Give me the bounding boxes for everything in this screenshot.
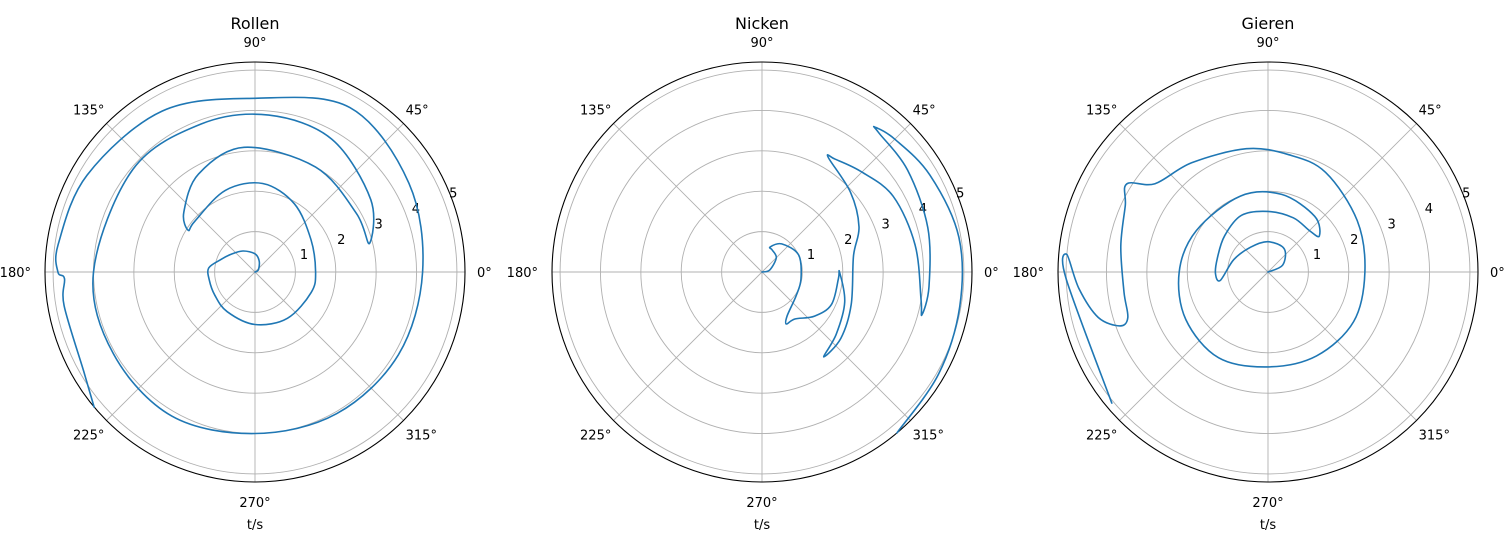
- series-line: [761, 125, 964, 434]
- angle-tick-label: 90°: [750, 36, 773, 51]
- angle-tick-label: 45°: [406, 103, 429, 118]
- radial-tick-label: 1: [807, 248, 815, 263]
- radial-tick-label: 2: [844, 233, 852, 248]
- chart-title: Nicken: [735, 14, 789, 33]
- angular-gridline: [254, 271, 404, 421]
- angle-tick-label: 135°: [73, 103, 104, 118]
- angular-gridline: [1267, 123, 1417, 273]
- radial-tick-label: 5: [1462, 186, 1470, 201]
- angle-tick-label: 225°: [580, 429, 611, 444]
- radial-tick-label: 4: [1425, 202, 1433, 217]
- x-axis-label: t/s: [754, 518, 770, 533]
- series-line: [1061, 147, 1366, 404]
- angle-tick-label: 90°: [243, 36, 266, 51]
- angular-gridline: [106, 271, 256, 421]
- polar-frame: [1057, 61, 1479, 483]
- polar-frame: [44, 61, 466, 483]
- radial-tick-label: 5: [449, 186, 457, 201]
- angular-gridline: [254, 123, 404, 273]
- angle-tick-label: 270°: [239, 496, 270, 511]
- x-axis-label: t/s: [1260, 518, 1276, 533]
- angular-gridline: [1267, 271, 1417, 421]
- angle-tick-label: 180°: [507, 266, 538, 281]
- angle-tick-label: 270°: [746, 496, 777, 511]
- angular-gridline: [613, 123, 763, 273]
- angular-gridline: [613, 271, 763, 421]
- angle-tick-label: 0°: [1490, 266, 1505, 281]
- angle-tick-label: 180°: [0, 266, 31, 281]
- angle-tick-label: 45°: [1419, 103, 1442, 118]
- radial-tick-label: 3: [1387, 217, 1395, 232]
- radial-tick-label: 1: [1313, 248, 1321, 263]
- angular-gridline: [1119, 271, 1269, 421]
- angular-gridline: [106, 123, 256, 273]
- angle-tick-label: 135°: [1086, 103, 1117, 118]
- polar-chart-2: Nicken0°45°90°135°180°225°270°315°12345t…: [507, 14, 999, 533]
- angle-tick-label: 315°: [1419, 429, 1450, 444]
- angle-tick-label: 270°: [1252, 496, 1283, 511]
- radial-tick-label: 1: [300, 248, 308, 263]
- radial-tick-label: 4: [412, 202, 420, 217]
- angle-tick-label: 45°: [913, 103, 936, 118]
- angle-tick-label: 225°: [73, 429, 104, 444]
- angle-tick-label: 135°: [580, 103, 611, 118]
- polar-chart-3: Gieren 0° 45° 90° 135° 180° 225° 270° 315° 1 2 3 4 5 t…: [1013, 14, 1505, 533]
- radial-tick-label: 2: [1350, 233, 1358, 248]
- radial-tick-label: 3: [374, 217, 382, 232]
- radial-tick-label: 5: [956, 186, 964, 201]
- angle-tick-label: 0°: [477, 266, 492, 281]
- series-line: [54, 96, 424, 435]
- x-axis-label: t/s: [247, 518, 263, 533]
- chart-title: Gieren: [1242, 14, 1295, 33]
- angle-tick-label: 315°: [913, 429, 944, 444]
- angle-tick-label: 0°: [984, 266, 999, 281]
- radial-tick-label: 3: [881, 217, 889, 232]
- angle-tick-label: 90°: [1256, 36, 1279, 51]
- angle-tick-label: 315°: [406, 429, 437, 444]
- angular-gridline: [761, 123, 911, 273]
- radial-tick-label: 2: [337, 233, 345, 248]
- angle-tick-label: 225°: [1086, 429, 1117, 444]
- chart-title: Rollen: [230, 14, 279, 33]
- polar-frame: [551, 61, 973, 483]
- angular-gridline: [1119, 123, 1269, 273]
- angle-tick-label: 180°: [1013, 266, 1044, 281]
- polar-chart-1: Rollen 0° 45° 90° 135° 180° 225° 270° 315° 1 2 3 4 5 t…: [0, 14, 492, 533]
